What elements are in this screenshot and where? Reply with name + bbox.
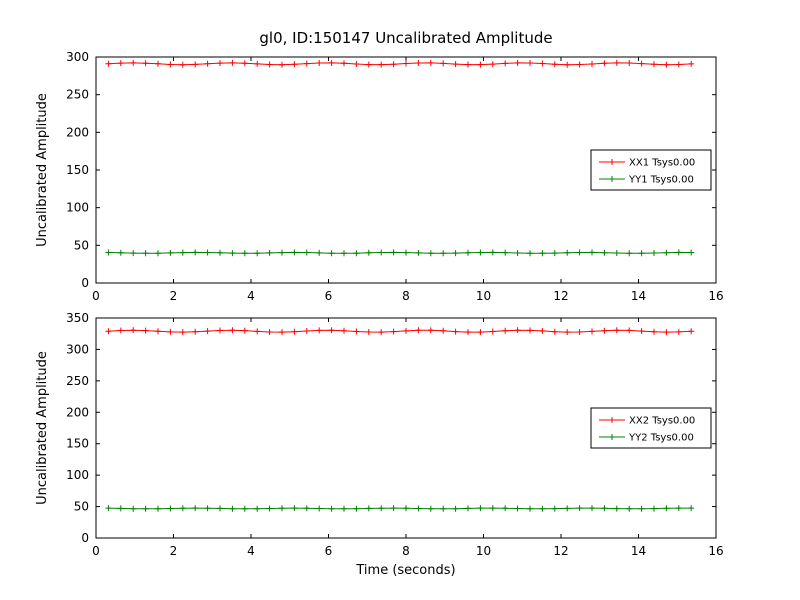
x-tick-label: 12	[553, 289, 568, 303]
y-tick-label: 300	[66, 342, 89, 356]
legend-box	[590, 149, 712, 191]
series-markers	[105, 327, 695, 336]
y-tick-label: 50	[74, 238, 89, 252]
x-tick-label: 10	[476, 544, 491, 558]
y-tick-label: 0	[81, 276, 89, 290]
x-tick-label: 14	[631, 544, 646, 558]
x-tick-label: 6	[325, 544, 333, 558]
y-tick-label: 350	[66, 311, 89, 325]
series-markers	[105, 249, 695, 257]
x-tick-label: 12	[553, 544, 568, 558]
y-tick-label: 250	[66, 374, 89, 388]
x-tick-label: 4	[247, 289, 255, 303]
subplot-1: 0 2 4 6 8 10 12 14 16 0 50 100 150 200 250 300 350 Uncali…	[35, 311, 724, 578]
series-markers	[105, 505, 695, 512]
x-tick-label: 16	[708, 289, 723, 303]
legend-label: XX2 Tsys0.00	[629, 416, 695, 427]
legend-sample-marker	[609, 417, 615, 423]
y-axis-label: Uncalibrated Amplitude	[35, 351, 50, 505]
x-tick-label: 2	[170, 289, 178, 303]
y-tick-label: 100	[66, 468, 89, 482]
y-tick-label: 150	[66, 437, 89, 451]
y-tick-label: 100	[66, 201, 89, 215]
y-tick-label: 0	[81, 531, 89, 545]
y-tick-label: 50	[74, 500, 89, 514]
legend-label: YY1 Tsys0.00	[628, 175, 694, 186]
y-tick-label: 200	[66, 405, 89, 419]
legend-box	[590, 407, 712, 449]
x-tick-label: 16	[708, 544, 723, 558]
x-tick-label: 14	[631, 289, 646, 303]
x-tick-label: 4	[247, 544, 255, 558]
x-tick-label: 2	[170, 544, 178, 558]
x-tick-label: 6	[325, 289, 333, 303]
x-tick-label: 8	[402, 289, 410, 303]
legend-label: XX1 Tsys0.00	[629, 158, 695, 169]
y-axis-label: Uncalibrated Amplitude	[35, 93, 50, 247]
legend-sample-marker	[609, 176, 615, 182]
y-tick-label: 300	[66, 50, 89, 64]
x-tick-label: 10	[476, 289, 491, 303]
series-markers	[105, 59, 695, 68]
y-tick-label: 200	[66, 125, 89, 139]
x-tick-label: 0	[92, 544, 100, 558]
legend-sample-marker	[609, 434, 615, 440]
legend-sample-marker	[609, 159, 615, 165]
y-tick-label: 250	[66, 88, 89, 102]
chart-title: gl0, ID:150147 Uncalibrated Amplitude	[259, 29, 553, 47]
x-tick-label: 0	[92, 289, 100, 303]
y-tick-label: 150	[66, 163, 89, 177]
subplot-0: 0 2 4 6 8 10 12 14 16 0 50 100 150 200 250 300 Uncalibra…	[35, 50, 724, 303]
x-tick-label: 8	[402, 544, 410, 558]
legend-label: YY2 Tsys0.00	[628, 433, 694, 444]
x-axis-label: Time (seconds)	[355, 563, 455, 578]
